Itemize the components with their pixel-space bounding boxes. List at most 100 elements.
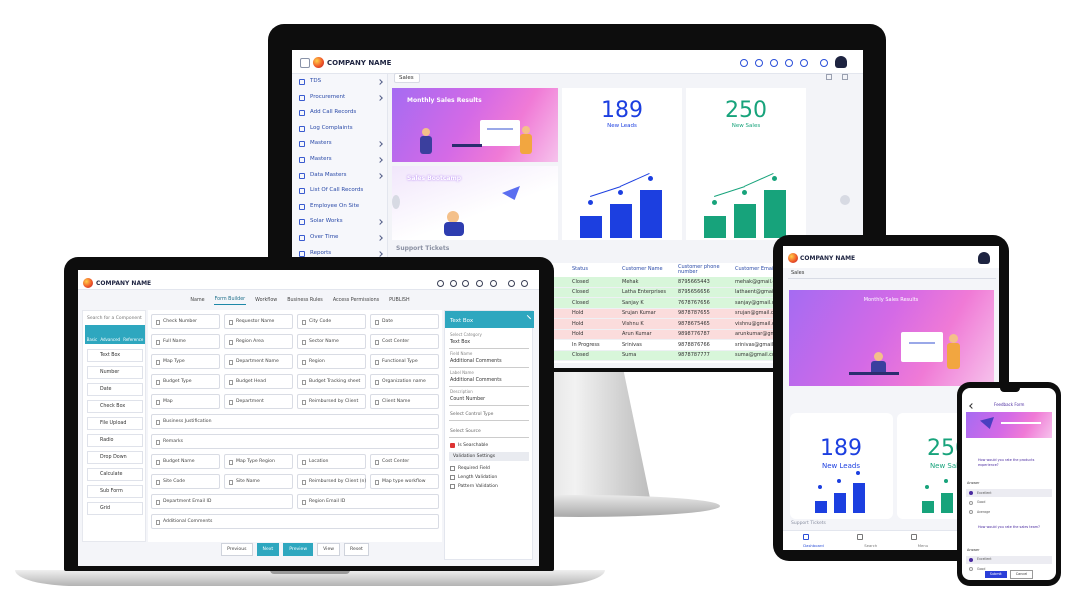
form-button[interactable]: Previous — [221, 543, 253, 556]
property-select[interactable]: Select Control Type — [449, 409, 529, 421]
nav-item[interactable]: Menu — [917, 543, 929, 548]
property-input[interactable]: Text Box — [449, 338, 529, 349]
tab-label[interactable]: Sales — [791, 270, 805, 276]
header-icon[interactable] — [770, 59, 778, 67]
form-field[interactable]: Date — [370, 314, 439, 329]
form-button[interactable]: Reset — [344, 543, 369, 556]
component-item[interactable]: Text Box — [87, 349, 143, 362]
tab-select[interactable]: Sales — [394, 73, 420, 83]
form-field[interactable]: Budget Name — [151, 454, 220, 469]
form-tab[interactable]: Form Builder — [213, 295, 247, 305]
form-field[interactable]: Region Area — [224, 334, 293, 349]
component-item[interactable]: Check Box — [87, 400, 143, 413]
menu-item[interactable]: Over Time — [310, 234, 339, 240]
option[interactable]: Good — [966, 499, 1052, 507]
property-input[interactable]: Count Number — [449, 395, 529, 406]
option[interactable]: Excellent — [966, 489, 1052, 497]
menu-item[interactable]: Add Call Records — [310, 109, 357, 116]
nav-item[interactable]: Search — [864, 543, 878, 548]
header-icon[interactable] — [490, 280, 497, 287]
menu-item[interactable]: List Of Call Records — [310, 187, 364, 194]
form-field[interactable]: Remarks — [151, 434, 439, 449]
form-field[interactable]: Reimbursed by Client (n) — [297, 474, 366, 489]
form-field[interactable]: Budget Tracking sheet — [297, 374, 366, 389]
option[interactable]: Excellent — [966, 555, 1052, 564]
form-field[interactable]: Location — [297, 454, 366, 469]
header-icon[interactable] — [820, 59, 828, 67]
header-icon[interactable] — [755, 59, 763, 67]
form-tab[interactable]: PUBLISH — [389, 297, 410, 303]
option[interactable]: Average — [966, 508, 1052, 516]
form-field[interactable]: Reimbursed by Client — [297, 394, 366, 409]
back-arrow[interactable] — [969, 403, 975, 409]
user-avatar[interactable] — [835, 56, 847, 68]
checkbox-checked[interactable] — [450, 443, 455, 448]
form-tab[interactable]: Access Permissions — [332, 297, 380, 303]
form-field[interactable]: Budget Head — [224, 374, 293, 389]
menu-item[interactable]: Data Masters — [310, 171, 347, 178]
user-avatar[interactable] — [978, 252, 990, 264]
header-icon[interactable] — [521, 280, 528, 287]
header-icon[interactable] — [450, 280, 457, 287]
search-input[interactable]: Search for a Component — [87, 316, 142, 321]
menu-item[interactable]: Masters — [310, 156, 332, 162]
component-item[interactable]: Radio — [87, 434, 143, 447]
menu-item[interactable]: Solar Works — [310, 218, 343, 225]
form-field[interactable]: Department Name — [224, 354, 293, 369]
form-tab[interactable]: Workflow — [255, 297, 278, 303]
form-field[interactable]: Cost Center — [370, 454, 439, 469]
menu-item[interactable]: Reports — [310, 249, 332, 256]
form-field[interactable]: Sector Name — [297, 334, 366, 349]
checkbox[interactable] — [450, 475, 455, 480]
component-item[interactable]: Drop Down — [87, 451, 143, 464]
menu-item[interactable]: Log Complaints — [310, 124, 353, 131]
component-item[interactable]: Sub Form — [87, 485, 143, 498]
form-field[interactable]: Map Type Region — [224, 454, 293, 469]
component-tab[interactable]: Reference — [123, 337, 144, 342]
form-field[interactable]: Map Type — [151, 354, 220, 369]
property-input[interactable]: Additional Comments — [449, 376, 529, 387]
phone-button[interactable]: Submit — [984, 570, 1007, 578]
header-icon[interactable] — [476, 280, 483, 287]
form-field[interactable]: Department Email ID — [151, 494, 293, 509]
component-item[interactable]: File Upload — [87, 417, 143, 430]
header-icon[interactable] — [437, 280, 444, 287]
form-button[interactable]: Next — [256, 543, 280, 556]
menu-toggle[interactable] — [300, 58, 310, 68]
form-button[interactable]: Preview — [283, 543, 314, 556]
form-field[interactable]: Map — [151, 394, 220, 409]
component-tab[interactable]: Advanced — [100, 337, 121, 342]
component-item[interactable]: Number — [87, 366, 143, 379]
header-icon[interactable] — [508, 280, 515, 287]
carousel-prev[interactable] — [392, 195, 400, 209]
form-tab[interactable]: Business Rules — [287, 297, 323, 303]
form-button[interactable]: View — [317, 543, 341, 556]
menu-item[interactable]: Masters — [310, 140, 332, 147]
form-field[interactable]: Site Name — [224, 474, 293, 489]
menu-item[interactable]: Employee On Site — [310, 202, 360, 209]
component-tab[interactable]: Basic — [86, 337, 98, 342]
form-field[interactable]: Functional Type — [370, 354, 439, 369]
carousel-next[interactable] — [840, 195, 850, 205]
component-item[interactable]: Grid — [87, 502, 143, 515]
menu-item[interactable]: TDS — [310, 78, 322, 84]
form-field[interactable]: Budget Type — [151, 374, 220, 389]
checkbox[interactable] — [450, 484, 455, 489]
nav-item[interactable]: Dashboard — [803, 543, 824, 548]
menu-item[interactable]: Procurement — [310, 93, 346, 100]
form-field[interactable]: Site Code — [151, 474, 220, 489]
header-icon[interactable] — [462, 280, 469, 287]
form-field[interactable]: Department — [224, 394, 293, 409]
form-field[interactable]: Requestor Name — [224, 314, 293, 329]
form-field[interactable]: Region Email ID — [297, 494, 439, 509]
option[interactable]: Good — [966, 565, 1052, 573]
form-field[interactable]: Cost Center — [370, 334, 439, 349]
form-field[interactable]: Region — [297, 354, 366, 369]
form-field[interactable]: Check Number — [151, 314, 220, 329]
header-icon[interactable] — [800, 59, 808, 67]
form-field[interactable]: City Code — [297, 314, 366, 329]
form-tab[interactable]: Name — [190, 297, 205, 303]
property-select[interactable]: Select Source — [449, 426, 529, 438]
form-field[interactable]: Map type workflow — [370, 474, 439, 489]
form-field[interactable]: Additional Comments — [151, 514, 439, 529]
